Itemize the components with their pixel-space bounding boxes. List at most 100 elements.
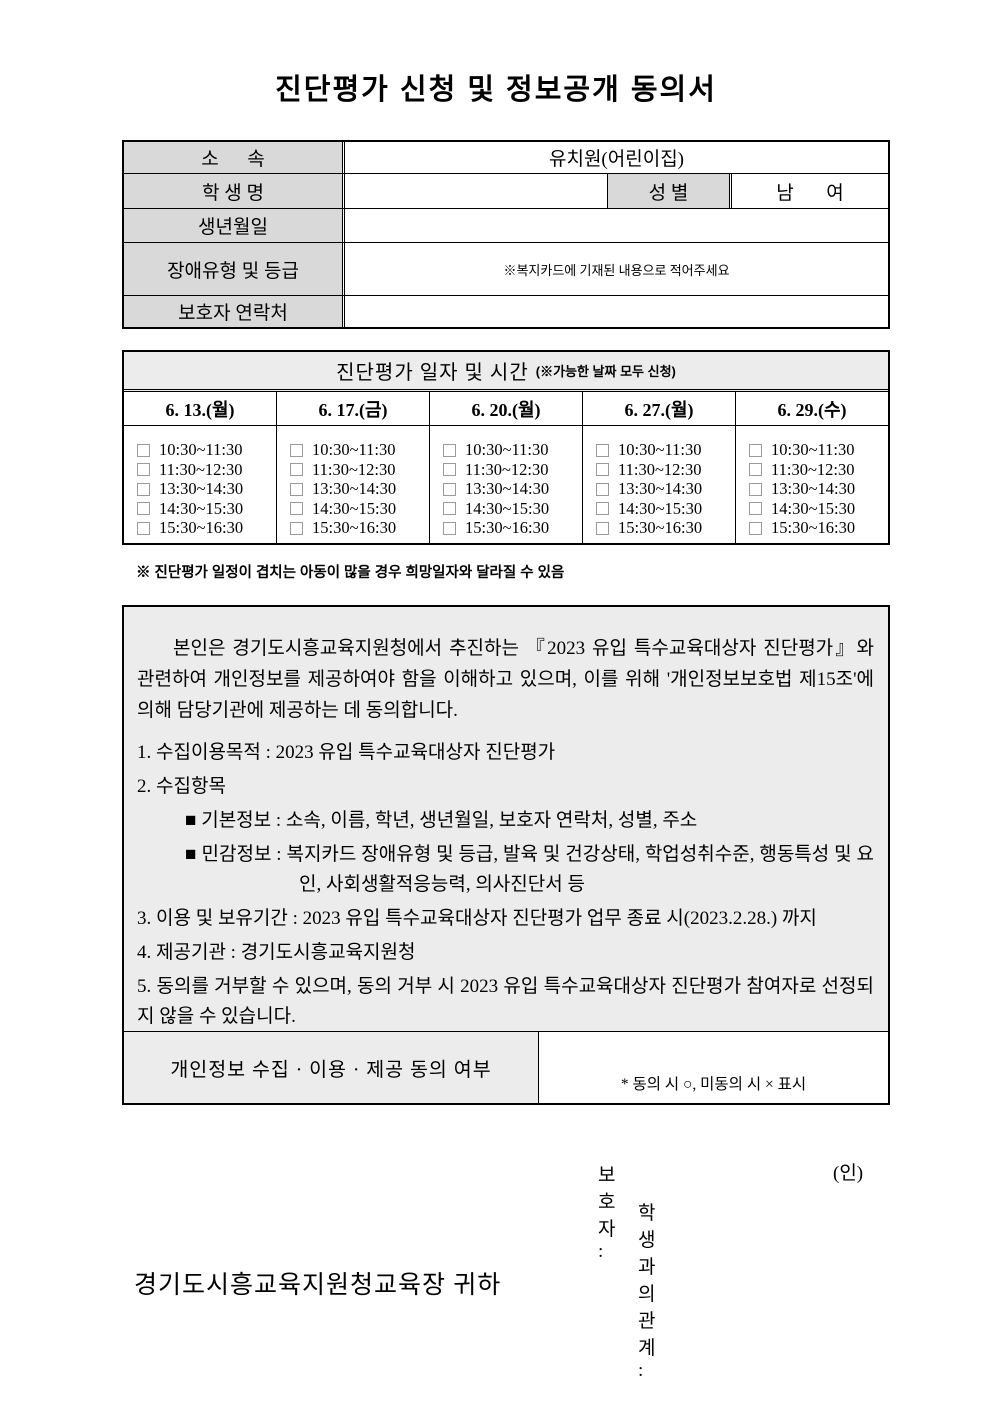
time-slot: 10:30~11:30	[443, 440, 582, 460]
recipient-line: 경기도시흥교육지원청교육장 귀하	[134, 1272, 502, 1299]
disability-label: 장애유형 및 등급	[124, 243, 342, 295]
schedule-column-4: 10:30~11:30 11:30~12:30 13:30~14:30 14:3…	[582, 426, 735, 543]
consent-item-5: 5. 동의를 거부할 수 있으며, 동의 거부 시 2023 유입 특수교육대상…	[137, 976, 874, 1027]
time-slot-label: 15:30~16:30	[771, 518, 856, 537]
time-slot-label: 14:30~15:30	[312, 498, 397, 518]
disability-input[interactable]: ※복지카드에 기재된 내용으로 적어주세요	[342, 243, 888, 295]
checkbox-icon[interactable]	[596, 521, 609, 535]
time-slot-label: 11:30~12:30	[159, 459, 243, 479]
schedule-body: 10:30~11:30 11:30~12:30 13:30~14:30 14:3…	[124, 426, 888, 543]
gender-option-female[interactable]: 여	[826, 182, 844, 204]
time-slot: 11:30~12:30	[749, 459, 888, 480]
schedule-table: 진단평가 일자 및 시간 (※가능한 날짜 모두 신청) 6. 13.(월) 6…	[122, 350, 890, 545]
agree-answer-input[interactable]: * 동의 시 ○, 미동의 시 × 표시	[538, 1032, 888, 1103]
time-slot-label: 10:30~11:30	[465, 440, 549, 459]
time-slot-label: 15:30~16:30	[465, 518, 550, 537]
time-slot-label: 10:30~11:30	[771, 440, 855, 459]
checkbox-icon[interactable]	[290, 502, 303, 516]
schedule-column-1: 10:30~11:30 11:30~12:30 13:30~14:30 14:3…	[124, 426, 276, 543]
checkbox-icon[interactable]	[443, 502, 456, 516]
time-slot-label: 15:30~16:30	[159, 518, 244, 537]
checkbox-icon[interactable]	[290, 482, 303, 496]
schedule-note: ※ 진단평가 일정이 겹치는 아동이 많을 경우 희망일자와 달라질 수 있음	[136, 565, 565, 581]
checkbox-icon[interactable]	[137, 482, 150, 496]
schedule-date-header: 6. 27.(월)	[582, 392, 735, 425]
checkbox-icon[interactable]	[443, 443, 456, 457]
table-row-belong: 소 속 유치원(어린이집)	[124, 142, 888, 173]
checkbox-icon[interactable]	[290, 463, 303, 477]
checkbox-icon[interactable]	[749, 463, 762, 477]
belong-input[interactable]: 유치원(어린이집)	[342, 142, 888, 173]
time-slot-label: 13:30~14:30	[159, 479, 244, 498]
table-row-birth: 생년월일	[124, 208, 888, 242]
time-slot: 11:30~12:30	[443, 459, 582, 480]
schedule-caption-note: (※가능한 날짜 모두 신청)	[535, 364, 676, 379]
gender-choice: 남 여	[729, 174, 888, 208]
time-slot-label: 11:30~12:30	[312, 459, 396, 479]
time-slot-label: 14:30~15:30	[771, 498, 856, 518]
time-slot: 13:30~14:30	[596, 479, 735, 499]
time-slot-label: 15:30~16:30	[312, 518, 397, 537]
time-slot: 14:30~15:30	[290, 498, 429, 519]
checkbox-icon[interactable]	[596, 502, 609, 516]
time-slot: 11:30~12:30	[290, 459, 429, 480]
schedule-date-header-row: 6. 13.(월) 6. 17.(금) 6. 20.(월) 6. 27.(월) …	[124, 392, 888, 426]
checkbox-icon[interactable]	[596, 482, 609, 496]
time-slot: 13:30~14:30	[137, 479, 276, 499]
checkbox-icon[interactable]	[749, 482, 762, 496]
gender-option-male[interactable]: 남	[776, 182, 794, 204]
checkbox-icon[interactable]	[749, 443, 762, 457]
consent-text: 본인은 경기도시흥교육지원청에서 추진하는 『2023 유입 특수교육대상자 진…	[124, 607, 888, 1032]
time-slot-label: 13:30~14:30	[618, 479, 703, 498]
checkbox-icon[interactable]	[443, 463, 456, 477]
time-slot-label: 15:30~16:30	[618, 518, 703, 537]
time-slot: 10:30~11:30	[596, 440, 735, 460]
time-slot: 15:30~16:30	[290, 518, 429, 538]
checkbox-icon[interactable]	[137, 463, 150, 477]
time-slot: 11:30~12:30	[137, 459, 276, 480]
agree-note: * 동의 시 ○, 미동의 시 × 표시	[620, 1076, 807, 1093]
relation-label: 학생과의 관계 :	[638, 1203, 656, 1381]
schedule-date-header: 6. 17.(금)	[276, 392, 429, 425]
schedule-date-header: 6. 20.(월)	[429, 392, 582, 425]
checkbox-icon[interactable]	[137, 443, 150, 457]
checkbox-icon[interactable]	[137, 521, 150, 535]
consent-item-sensitive-info: ■ 민감정보 : 복지카드 장애유형 및 등급, 발육 및 건강상태, 학업성취…	[185, 844, 874, 895]
checkbox-icon[interactable]	[443, 521, 456, 535]
time-slot-label: 11:30~12:30	[465, 459, 549, 479]
schedule-column-3: 10:30~11:30 11:30~12:30 13:30~14:30 14:3…	[429, 426, 582, 543]
contact-input[interactable]	[342, 296, 888, 327]
time-slot-label: 13:30~14:30	[465, 479, 550, 498]
belong-label: 소 속	[124, 142, 342, 173]
checkbox-icon[interactable]	[443, 482, 456, 496]
checkbox-icon[interactable]	[290, 521, 303, 535]
agree-label: 개인정보 수집 · 이용 · 제공 동의 여부	[170, 1060, 492, 1081]
checkbox-icon[interactable]	[290, 443, 303, 457]
student-name-input[interactable]	[342, 174, 607, 208]
checkbox-icon[interactable]	[596, 463, 609, 477]
checkbox-icon[interactable]	[749, 502, 762, 516]
consent-intro: 본인은 경기도시흥교육지원청에서 추진하는 『2023 유입 특수교육대상자 진…	[137, 638, 874, 721]
time-slot: 14:30~15:30	[749, 498, 888, 519]
consent-item-1: 1. 수집이용목적 : 2023 유입 특수교육대상자 진단평가	[137, 742, 556, 763]
time-slot: 15:30~16:30	[443, 518, 582, 538]
checkbox-icon[interactable]	[749, 521, 762, 535]
table-row-contact: 보호자 연락처	[124, 295, 888, 327]
student-name-label: 학 생 명	[124, 174, 342, 208]
time-slot-label: 11:30~12:30	[618, 459, 702, 479]
time-slot: 14:30~15:30	[137, 499, 276, 519]
schedule-column-2: 10:30~11:30 11:30~12:30 13:30~14:30 14:3…	[276, 426, 429, 543]
checkbox-icon[interactable]	[137, 502, 150, 516]
time-slot: 13:30~14:30	[749, 479, 888, 499]
consent-item-basic-info: ■ 기본정보 : 소속, 이름, 학년, 생년월일, 보호자 연락처, 성별, …	[185, 810, 698, 831]
time-slot-label: 14:30~15:30	[465, 498, 550, 518]
schedule-date-header: 6. 29.(수)	[735, 392, 888, 425]
seal-label: (인)	[833, 1163, 864, 1184]
consent-item-3: 3. 이용 및 보유기간 : 2023 유입 특수교육대상자 진단평가 업무 종…	[137, 908, 817, 929]
birth-label: 생년월일	[124, 209, 342, 242]
birth-input[interactable]	[342, 209, 888, 242]
time-slot-label: 11:30~12:30	[771, 459, 855, 479]
page-title: 진단평가 신청 및 정보공개 동의서	[275, 74, 717, 106]
schedule-caption: 진단평가 일자 및 시간 (※가능한 날짜 모두 신청)	[124, 352, 888, 392]
checkbox-icon[interactable]	[596, 443, 609, 457]
